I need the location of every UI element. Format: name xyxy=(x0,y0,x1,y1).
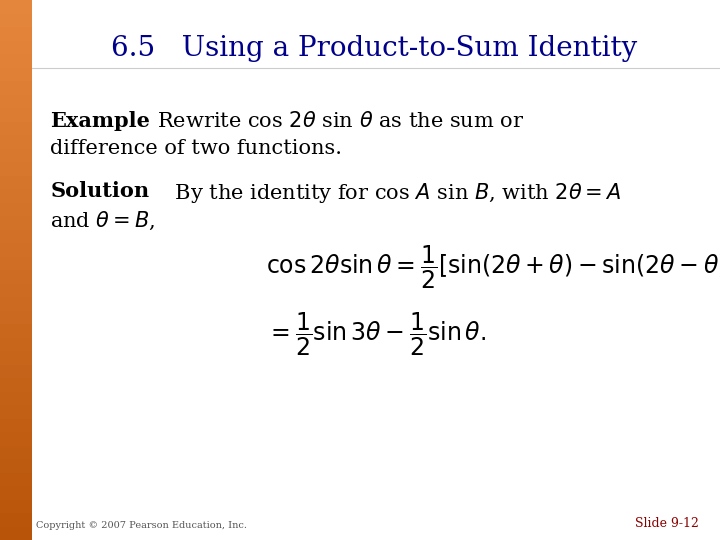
Bar xyxy=(0,162,32,176)
Bar xyxy=(0,486,32,500)
Bar xyxy=(0,230,32,243)
Bar xyxy=(0,40,32,54)
Bar xyxy=(0,256,32,270)
Text: and $\theta = B$,: and $\theta = B$, xyxy=(50,210,156,232)
Bar xyxy=(0,432,32,445)
Bar xyxy=(0,135,32,148)
Text: $= \dfrac{1}{2}\sin 3\theta - \dfrac{1}{2}\sin \theta.$: $= \dfrac{1}{2}\sin 3\theta - \dfrac{1}{… xyxy=(266,311,487,359)
Bar xyxy=(0,378,32,392)
Bar xyxy=(0,472,32,486)
Bar xyxy=(0,513,32,526)
Bar xyxy=(0,108,32,122)
Text: Slide 9-12: Slide 9-12 xyxy=(634,517,698,530)
Text: Example: Example xyxy=(50,111,150,131)
Bar xyxy=(0,310,32,324)
Bar xyxy=(0,54,32,68)
Text: $\cos 2\theta \sin \theta = \dfrac{1}{2}[\sin(2\theta + \theta) - \sin(2\theta -: $\cos 2\theta \sin \theta = \dfrac{1}{2}… xyxy=(266,244,720,291)
Bar xyxy=(0,338,32,351)
Bar xyxy=(0,270,32,284)
Bar xyxy=(0,27,32,40)
Text: difference of two functions.: difference of two functions. xyxy=(50,139,343,158)
Bar xyxy=(0,297,32,310)
Bar xyxy=(0,284,32,297)
Bar xyxy=(0,418,32,432)
Bar xyxy=(0,243,32,256)
Bar xyxy=(0,122,32,135)
Bar xyxy=(0,351,32,364)
Text: 6.5   Using a Product-to-Sum Identity: 6.5 Using a Product-to-Sum Identity xyxy=(112,35,637,62)
Bar xyxy=(0,0,32,14)
Bar xyxy=(0,216,32,229)
Bar xyxy=(0,176,32,189)
Text: Copyright © 2007 Pearson Education, Inc.: Copyright © 2007 Pearson Education, Inc. xyxy=(36,521,247,530)
Bar xyxy=(0,526,32,540)
Bar xyxy=(0,364,32,378)
Bar xyxy=(0,500,32,513)
Bar xyxy=(0,459,32,472)
Text: Solution: Solution xyxy=(50,181,150,201)
Bar xyxy=(0,392,32,405)
Bar xyxy=(0,94,32,108)
Bar xyxy=(0,324,32,338)
Bar xyxy=(0,14,32,27)
Bar xyxy=(0,446,32,459)
Text: Rewrite cos $2\theta$ sin $\theta$ as the sum or: Rewrite cos $2\theta$ sin $\theta$ as th… xyxy=(144,111,524,131)
Bar xyxy=(0,405,32,418)
Bar xyxy=(0,189,32,202)
Bar xyxy=(0,68,32,81)
Bar xyxy=(0,148,32,162)
Bar xyxy=(0,81,32,94)
Text: By the identity for cos $A$ sin $B$, with $2\theta = A$: By the identity for cos $A$ sin $B$, wit… xyxy=(155,181,621,205)
Bar xyxy=(0,202,32,216)
